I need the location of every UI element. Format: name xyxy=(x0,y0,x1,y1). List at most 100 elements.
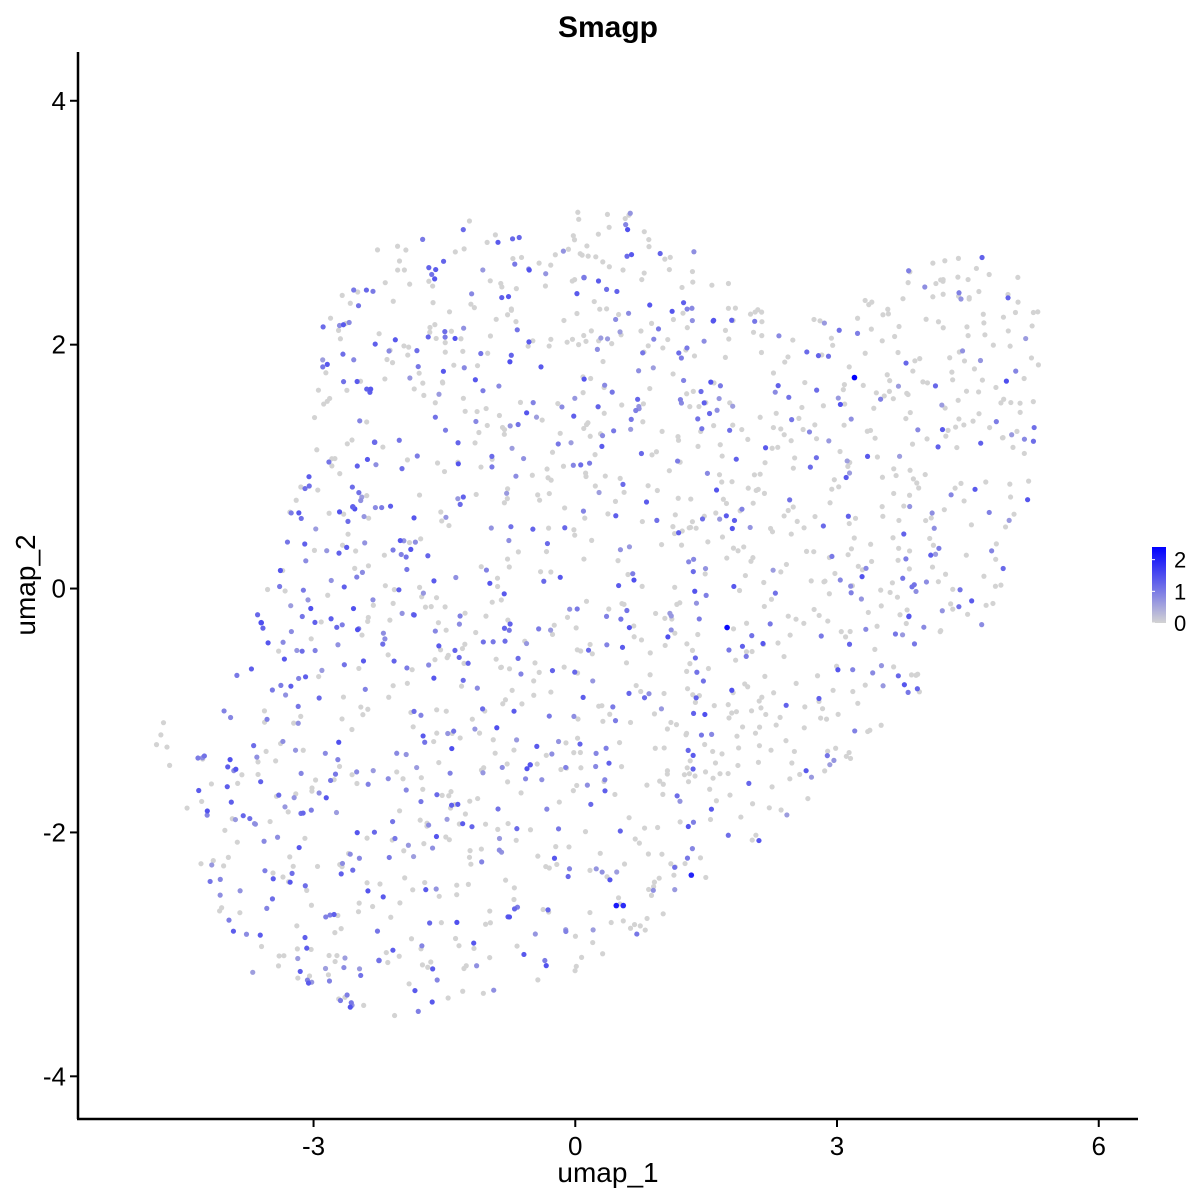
scatter-point xyxy=(373,462,379,468)
scatter-point xyxy=(858,596,864,602)
scatter-point xyxy=(747,311,754,317)
scatter-point xyxy=(338,926,344,932)
scatter-point xyxy=(380,444,386,450)
scatter-point xyxy=(801,620,807,626)
scatter-point xyxy=(288,603,294,609)
scatter-point xyxy=(1000,565,1006,572)
scatter-point xyxy=(998,582,1004,588)
scatter-point xyxy=(196,787,202,794)
scatter-point xyxy=(530,338,536,344)
scatter-point xyxy=(690,752,696,758)
scatter-point xyxy=(305,597,311,603)
scatter-point xyxy=(647,672,653,678)
scatter-point xyxy=(593,750,599,756)
scatter-point xyxy=(606,606,612,612)
scatter-point xyxy=(701,400,707,406)
scatter-point xyxy=(332,930,338,936)
scatter-point xyxy=(575,716,581,722)
scatter-point xyxy=(569,278,575,284)
scatter-point xyxy=(350,867,356,873)
scatter-point xyxy=(802,379,808,386)
scatter-point xyxy=(708,379,714,385)
scatter-point xyxy=(433,266,439,273)
scatter-point xyxy=(690,710,697,717)
scatter-point xyxy=(1011,511,1017,517)
scatter-point xyxy=(316,790,322,796)
scatter-point xyxy=(425,964,431,970)
scatter-point xyxy=(288,510,294,516)
scatter-point xyxy=(707,786,713,792)
scatter-point xyxy=(600,358,606,365)
scatter-point xyxy=(800,426,806,433)
scatter-point xyxy=(364,456,371,463)
scatter-point xyxy=(660,345,666,351)
scatter-point xyxy=(496,412,503,419)
scatter-point xyxy=(495,826,501,832)
scatter-point xyxy=(963,388,970,394)
scatter-point xyxy=(712,760,719,766)
scatter-point xyxy=(1007,343,1013,349)
scatter-point xyxy=(269,687,275,693)
scatter-point xyxy=(755,486,761,492)
scatter-point xyxy=(474,408,480,415)
scatter-point xyxy=(328,616,334,622)
scatter-point xyxy=(689,647,696,653)
scatter-point xyxy=(559,404,565,410)
scatter-point xyxy=(332,958,338,965)
scatter-point xyxy=(254,754,260,760)
scatter-point xyxy=(965,611,971,617)
scatter-point xyxy=(515,421,521,428)
scatter-point xyxy=(628,251,635,258)
scatter-point xyxy=(871,405,877,411)
scatter-point xyxy=(782,359,788,365)
scatter-point xyxy=(227,714,234,721)
scatter-point xyxy=(584,782,590,788)
scatter-point xyxy=(499,294,505,301)
y-tick-label: 2 xyxy=(52,330,66,360)
scatter-point xyxy=(480,990,486,996)
scatter-point xyxy=(677,798,683,804)
scatter-point xyxy=(484,239,490,245)
scatter-point xyxy=(842,634,849,640)
scatter-point xyxy=(895,673,901,679)
scatter-point xyxy=(929,510,935,516)
scatter-point xyxy=(290,863,296,869)
scatter-point xyxy=(487,333,494,339)
scatter-point xyxy=(388,914,394,920)
y-axis-ticks: 420-2-4 xyxy=(43,86,78,1091)
scatter-point xyxy=(574,782,580,789)
scatter-point xyxy=(353,548,359,554)
scatter-point xyxy=(887,589,893,596)
scatter-point xyxy=(606,224,612,230)
scatter-point xyxy=(901,682,907,688)
scatter-point xyxy=(852,728,858,734)
scatter-point xyxy=(548,689,554,695)
scatter-point xyxy=(357,418,363,424)
scatter-point xyxy=(940,325,946,331)
scatter-point xyxy=(574,291,580,297)
scatter-point xyxy=(598,335,604,341)
scatter-point xyxy=(395,267,401,273)
scatter-point xyxy=(981,573,987,579)
scatter-point xyxy=(298,484,304,490)
scatter-point xyxy=(461,246,467,252)
x-tick-label: 0 xyxy=(568,1131,582,1161)
scatter-point xyxy=(511,885,517,891)
scatter-point xyxy=(561,664,567,670)
scatter-point xyxy=(891,466,897,472)
scatter-point xyxy=(364,386,370,392)
scatter-point xyxy=(820,523,826,529)
scatter-point xyxy=(581,425,587,432)
scatter-point xyxy=(336,322,343,329)
scatter-point xyxy=(496,835,503,842)
scatter-point xyxy=(686,559,692,565)
scatter-point xyxy=(739,506,745,512)
scatter-point xyxy=(655,824,661,831)
scatter-point xyxy=(278,682,284,688)
scatter-point xyxy=(285,809,291,815)
scatter-point xyxy=(471,940,477,946)
scatter-point xyxy=(689,519,696,525)
scatter-point xyxy=(618,616,624,622)
scatter-point xyxy=(304,945,310,951)
scatter-point xyxy=(471,945,477,952)
